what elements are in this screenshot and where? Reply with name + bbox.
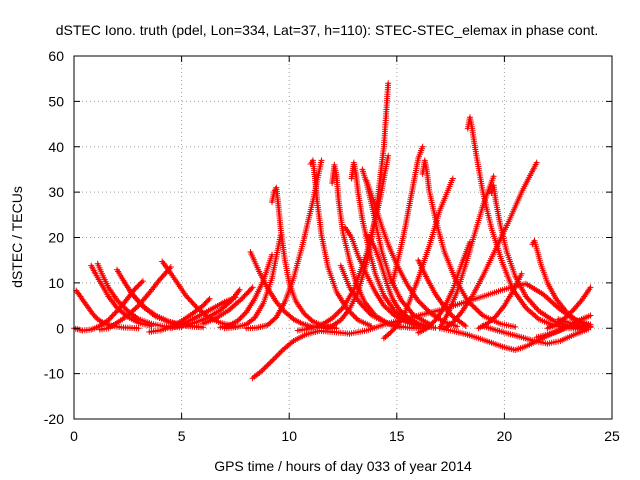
series-markers bbox=[529, 237, 594, 330]
series-43 bbox=[544, 284, 594, 332]
x-tick-label: 10 bbox=[281, 428, 297, 444]
series-markers bbox=[544, 284, 594, 332]
series-markers bbox=[221, 232, 284, 332]
series-34 bbox=[441, 159, 540, 332]
series-30 bbox=[389, 143, 426, 286]
y-tick-label: 60 bbox=[48, 48, 64, 64]
series-37 bbox=[475, 270, 525, 332]
series-markers bbox=[96, 264, 174, 333]
series-markers bbox=[415, 257, 469, 329]
series-markers bbox=[200, 284, 256, 327]
series-markers bbox=[436, 325, 568, 353]
series-line bbox=[223, 234, 282, 330]
series-40 bbox=[479, 323, 592, 347]
series-markers bbox=[247, 249, 336, 332]
series-41 bbox=[529, 237, 594, 330]
y-tick-label: 30 bbox=[48, 184, 64, 200]
y-tick-label: -20 bbox=[44, 411, 64, 427]
y-tick-label: -10 bbox=[44, 366, 64, 382]
x-tick-label: 25 bbox=[604, 428, 620, 444]
series-14 bbox=[221, 232, 284, 332]
y-tick-label: 20 bbox=[48, 230, 64, 246]
x-tick-label: 0 bbox=[70, 428, 78, 444]
series-15 bbox=[243, 157, 325, 332]
x-tick-label: 20 bbox=[497, 428, 513, 444]
series-markers bbox=[380, 175, 456, 342]
x-axis-label: GPS time / hours of day 033 of year 2014 bbox=[214, 458, 472, 474]
series-markers bbox=[415, 239, 473, 336]
series-markers bbox=[389, 143, 426, 286]
axis-ticks: 0 5 10 15 20 25 -20 -10 0 10 20 30 40 50 60 bbox=[44, 48, 620, 444]
series-12 bbox=[200, 284, 256, 327]
series-markers bbox=[217, 251, 275, 331]
series-markers bbox=[555, 316, 594, 331]
y-tick-label: 50 bbox=[48, 93, 64, 109]
series-3 bbox=[88, 262, 155, 329]
chart-title: dSTEC Iono. truth (pdel, Lon=334, Lat=37… bbox=[56, 22, 599, 38]
series-markers bbox=[307, 157, 374, 329]
series-11 bbox=[178, 286, 243, 329]
y-tick-label: 10 bbox=[48, 275, 64, 291]
series-markers bbox=[479, 323, 592, 347]
series-markers bbox=[363, 232, 435, 330]
y-axis-label: dSTEC / TECUs bbox=[9, 186, 25, 288]
series-line bbox=[219, 253, 274, 329]
series-39 bbox=[436, 325, 568, 353]
series-44 bbox=[555, 316, 594, 331]
series-33 bbox=[415, 257, 469, 329]
series-markers bbox=[243, 157, 325, 332]
x-tick-label: 5 bbox=[178, 428, 186, 444]
y-tick-label: 0 bbox=[56, 320, 64, 336]
series-5 bbox=[96, 264, 174, 333]
data-series bbox=[71, 80, 594, 382]
x-tick-label: 15 bbox=[389, 428, 405, 444]
series-27 bbox=[363, 232, 435, 330]
series-markers bbox=[178, 286, 243, 329]
y-tick-label: 40 bbox=[48, 139, 64, 155]
series-20 bbox=[307, 157, 374, 329]
